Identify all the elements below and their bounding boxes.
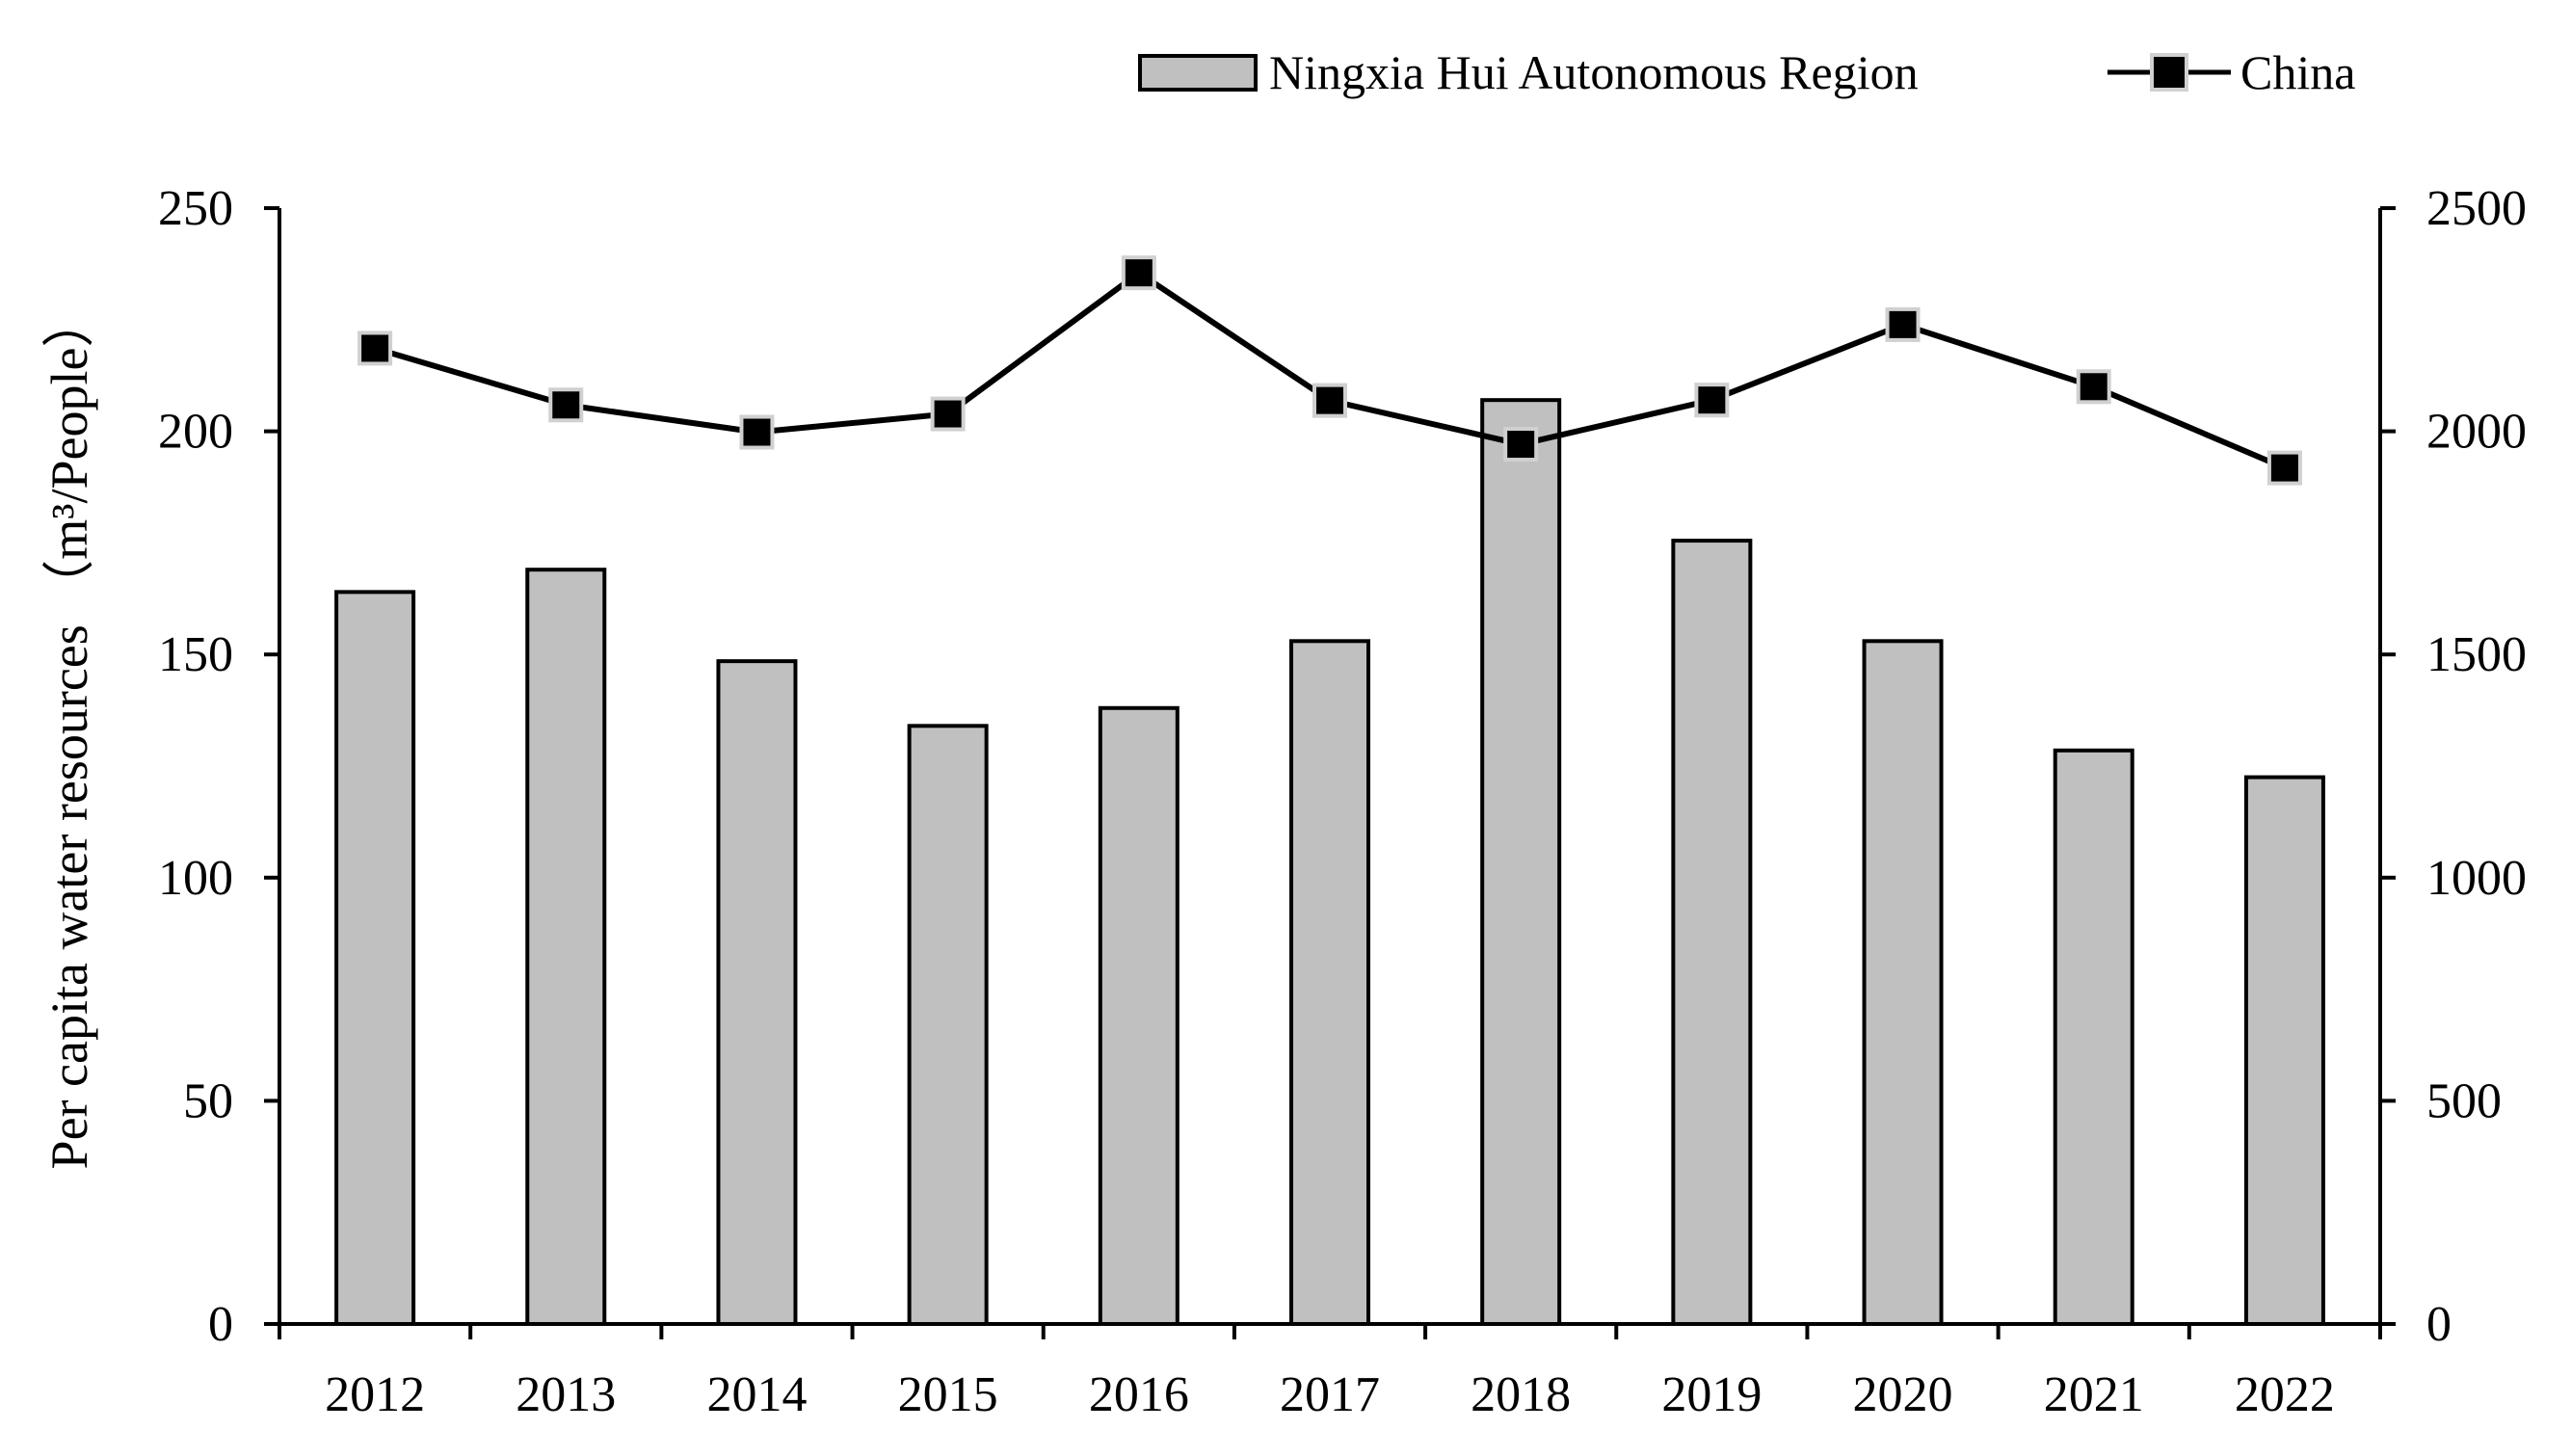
y-left-tick-label: 0 — [208, 1297, 233, 1352]
y-left-tick-label: 100 — [158, 851, 233, 906]
x-tick-label: 2017 — [1280, 1367, 1380, 1422]
x-tick-label: 2014 — [706, 1367, 807, 1422]
y-right-tick-label: 0 — [2426, 1297, 2452, 1352]
legend-swatch-ningxia — [1138, 54, 1258, 92]
x-tick-label: 2015 — [898, 1367, 998, 1422]
bar-2020 — [1862, 639, 1944, 1326]
x-tick-label: 2018 — [1471, 1367, 1571, 1422]
china-marker-2017 — [1312, 383, 1347, 418]
china-marker-2016 — [1121, 255, 1156, 291]
legend-marker-china — [2150, 53, 2188, 92]
y-axis-title: Per capita water resources （m³/People） — [40, 296, 98, 1170]
china-marker-2012 — [358, 331, 393, 366]
x-tick-label: 2019 — [1661, 1367, 1762, 1422]
bar-2019 — [1671, 539, 1753, 1326]
china-marker-2013 — [548, 387, 584, 423]
axes-layer — [264, 206, 2396, 1339]
y-right-tick-label: 500 — [2426, 1073, 2502, 1128]
x-tick-label: 2013 — [516, 1367, 616, 1422]
legend-label-china: China — [2240, 45, 2355, 99]
bar-2012 — [334, 590, 416, 1326]
china-marker-2018 — [1503, 427, 1539, 463]
x-tick-label: 2021 — [2044, 1367, 2144, 1422]
china-line — [374, 270, 2287, 471]
y-left-tick-label: 150 — [158, 627, 233, 682]
china-marker-2014 — [739, 414, 775, 450]
bar-2017 — [1289, 639, 1370, 1326]
bar-2021 — [2053, 748, 2134, 1326]
bar-2018 — [1480, 398, 1562, 1326]
y-right-tick-label: 1000 — [2426, 851, 2527, 906]
legend-label-ningxia: Ningxia Hui Autonomous Region — [1269, 45, 1919, 99]
y-right-tick-label: 2500 — [2426, 181, 2527, 236]
x-tick-label: 2022 — [2235, 1367, 2335, 1422]
china-marker-2019 — [1694, 383, 1730, 418]
y-left-tick-label: 50 — [183, 1073, 233, 1128]
china-marker-2015 — [930, 396, 966, 432]
legend: Ningxia Hui Autonomous Region China — [1138, 45, 2355, 99]
china-marker-2022 — [2266, 450, 2302, 486]
china-marker-2021 — [2076, 369, 2111, 405]
y-right-tick-label: 2000 — [2426, 405, 2527, 460]
bar-2013 — [525, 568, 607, 1326]
x-tick-label: 2012 — [325, 1367, 425, 1422]
china-marker-2020 — [1885, 306, 1921, 342]
y-left-tick-label: 200 — [158, 405, 233, 460]
x-tick-label: 2020 — [1853, 1367, 1953, 1422]
y-left-tick-label: 250 — [158, 181, 233, 236]
bar-2016 — [1098, 705, 1179, 1326]
bar-2014 — [716, 659, 798, 1326]
bars-layer — [334, 398, 2325, 1326]
line-layer — [358, 255, 2302, 486]
x-tick-label: 2016 — [1089, 1367, 1189, 1422]
bar-2015 — [907, 724, 989, 1326]
y-right-tick-label: 1500 — [2426, 627, 2527, 682]
bar-2022 — [2243, 775, 2325, 1326]
